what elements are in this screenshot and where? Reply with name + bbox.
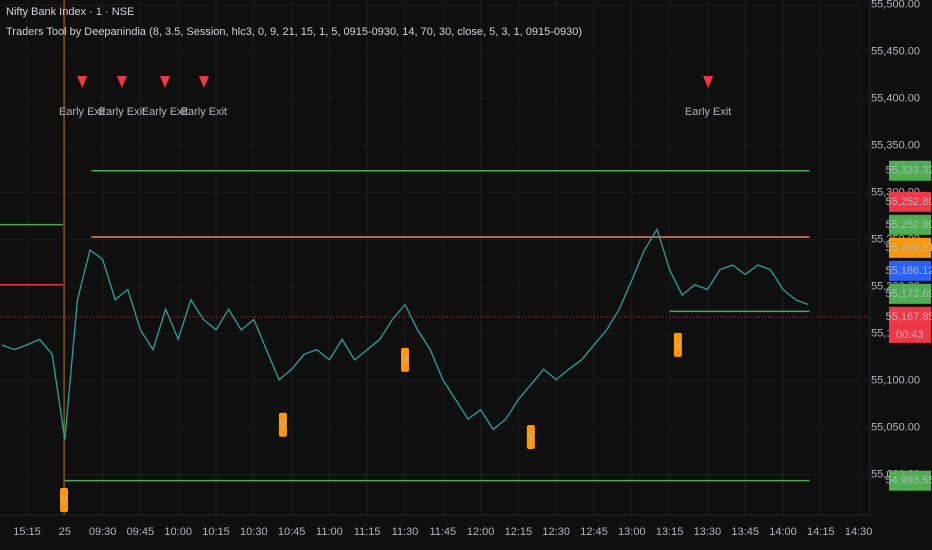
y-tick-label: 55,050.00 [871,422,920,434]
x-tick-label: 10:15 [202,526,230,538]
exit-arrow [77,76,88,88]
signal-marker [60,487,69,512]
countdown-box [889,326,931,343]
x-tick-label: 11:45 [429,526,456,538]
price-line [1,227,809,440]
annotation: Early Exit [142,106,188,118]
y-tick-label: 55,100.00 [871,375,920,387]
x-tick-label: 14:30 [845,526,873,538]
price-label-box [889,283,931,304]
price-label: 55,252.80 [886,219,932,231]
x-tick-label: 10:00 [164,526,192,538]
countdown: 00:43 [896,329,924,341]
y-tick-label: 55,500.00 [871,0,920,11]
y-tick-label: 55,350.00 [871,140,920,152]
x-tick-label: 11:15 [354,526,381,538]
x-tick-label: 11:30 [392,526,419,538]
price-label-box [889,260,931,281]
annotation: Early Exit [59,106,105,118]
price-label-box [889,191,931,212]
price-label: 55,196.51 [886,242,932,254]
x-tick-label: 13:30 [694,526,722,538]
exit-arrow [116,76,127,88]
x-tick-label: 12:45 [580,526,608,538]
annotation: Early Exit [685,106,731,118]
exit-arrow [159,76,170,88]
x-tick-label: 12:30 [542,526,570,538]
x-tick-label: 12:15 [505,526,533,538]
signal-marker [673,332,682,357]
x-tick-label: 11:00 [316,526,343,538]
exit-arrow [703,76,714,88]
x-tick-label: 14:15 [807,526,835,538]
chart-title: Nifty Bank Index · 1 · NSE [6,6,134,18]
price-label: 55,173.69 [886,288,932,300]
y-tick-label: 55,450.00 [871,46,920,58]
price-label-box [889,306,931,327]
x-tick-label: 10:45 [278,526,306,538]
signal-label: V [674,339,682,351]
price-label: 54,993.55 [886,475,932,487]
price-label-box [889,470,931,491]
signal-label: V [401,354,409,366]
price-label: 55,186.12 [886,265,932,277]
price-label: 55,252.80 [886,196,932,208]
signal-label: V [60,494,68,506]
exit-arrow [198,76,209,88]
signal-marker [526,424,535,449]
x-tick-label: 14:00 [769,526,797,538]
x-tick-label: 12:00 [467,526,495,538]
annotation: Early Exit [99,106,145,118]
grid [0,0,870,515]
price-label: 55,323.32 [886,165,932,177]
x-tick-label: 09:30 [89,526,117,538]
x-tick-label: 13:00 [618,526,646,538]
x-tick-label: 15:15 [13,526,41,538]
x-tick-label: 10:30 [240,526,268,538]
plot-area [0,0,870,515]
price-label: 55,167.85 [886,311,932,323]
x-tick-label: 09:45 [127,526,155,538]
signal-label: V [527,431,535,443]
indicator-label: Traders Tool by Deepanindia (8, 3.5, Ses… [6,26,582,38]
signal-marker [278,412,287,437]
signal-marker [401,347,409,372]
y-tick-label: 55,400.00 [871,93,920,105]
x-tick-label: 13:45 [731,526,759,538]
x-tick-label: 25 [59,526,71,538]
annotation: Early Exit [181,106,227,118]
x-tick-label: 13:15 [656,526,684,538]
price-label-box [889,237,931,258]
price-label-box [889,214,931,235]
signal-label: V [279,419,287,431]
price-label-box [889,160,931,181]
